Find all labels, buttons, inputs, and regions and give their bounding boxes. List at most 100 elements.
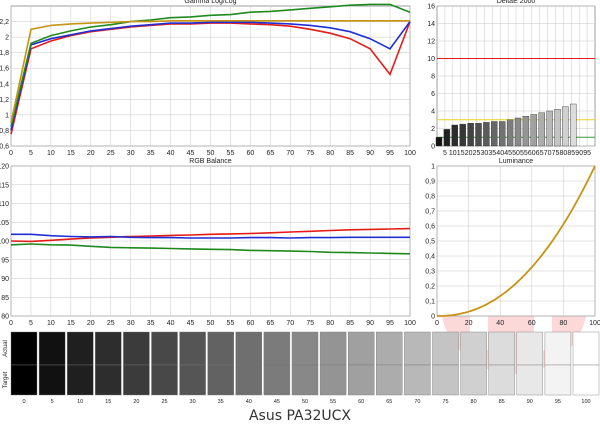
deltae-bar	[546, 110, 553, 147]
y-tick-label: 110	[0, 201, 9, 208]
x-tick-label: 20	[465, 320, 473, 327]
x-tick-label: 5	[29, 150, 33, 157]
step-label: 75	[442, 399, 448, 405]
x-tick-label: 0	[9, 150, 13, 157]
x-tick-label: 25	[107, 320, 115, 327]
y-tick-label: 2,2	[0, 19, 9, 26]
swatch-target	[10, 364, 38, 396]
y-tick-label: 1	[431, 164, 435, 171]
series-line-green	[10, 3, 411, 127]
y-tick-label: 0,3	[425, 269, 435, 276]
step-label: 20	[133, 399, 139, 405]
footer-title: Asus PA32UCX	[249, 408, 351, 424]
y-tick-label: 2	[431, 126, 435, 133]
x-tick-label: 100	[404, 150, 416, 157]
x-tick-label: 20	[87, 320, 95, 327]
y-tick-label: 0,1	[425, 299, 435, 306]
step-label: 25	[161, 399, 167, 405]
x-tick-label: 40	[496, 150, 504, 157]
deltae-bar	[475, 123, 482, 147]
swatch-target	[404, 364, 431, 396]
deltae-bar	[443, 129, 451, 147]
series-line-blue	[11, 233, 410, 239]
chart-title: DeltaE 2000	[497, 0, 536, 5]
x-tick-label: 15	[67, 320, 75, 327]
luminance-curve	[437, 165, 596, 317]
y-tick-label: 6	[431, 91, 435, 98]
swatch-actual	[38, 331, 66, 366]
x-tick-label: 80	[326, 150, 334, 157]
swatch-target	[516, 364, 543, 396]
swatch-target	[179, 364, 206, 396]
step-label: 85	[499, 399, 505, 405]
series-line-blue	[10, 21, 411, 131]
x-tick-label: 55	[227, 150, 235, 157]
deltae-bar	[506, 119, 514, 147]
step-label: 0	[22, 399, 25, 405]
x-tick-label: 0	[9, 320, 13, 327]
step-label: 10	[77, 399, 83, 405]
swatch-actual	[10, 331, 38, 366]
y-tick-label: 2	[5, 35, 9, 42]
x-tick-label: 45	[187, 320, 195, 327]
x-tick-label: 20	[465, 150, 473, 157]
y-tick-label: 95	[1, 257, 9, 264]
deltae-bar	[459, 123, 466, 147]
series-line-gold	[10, 19, 410, 123]
y-tick-label: 0,8	[0, 128, 9, 135]
x-tick-label: 10	[449, 150, 457, 157]
step-label: 30	[190, 399, 196, 405]
deltae-bar	[483, 122, 490, 147]
x-tick-label: 70	[544, 150, 552, 157]
x-tick-label: 35	[147, 150, 155, 157]
deltae-bar	[451, 124, 459, 147]
y-tick-label: 16	[427, 4, 435, 11]
step-label: 65	[386, 399, 392, 405]
x-tick-label: 90	[366, 320, 374, 327]
step-label: 50	[302, 399, 308, 405]
deltae-bar	[538, 112, 545, 147]
swatch-target	[376, 364, 403, 396]
swatch-actual	[207, 331, 234, 366]
swatch-target	[460, 364, 487, 396]
x-tick-label: 5	[443, 150, 447, 157]
chart-luminance: 0 20 40 60 80 100 0 0,1 0,2 0,3 0,4 0,5 0,6 0,7 0,8 0,9…	[425, 158, 600, 327]
x-tick-label: 30	[481, 150, 489, 157]
y-tick-label: 120	[0, 164, 9, 171]
chart-gamma: 0 5 10 15 20 25 30 35 40 45 50 55 60 65 70 75 80 85 90 95 10…	[0, 0, 416, 157]
y-tick-label: 1,8	[0, 50, 9, 57]
grayscale-strip: Actual Target 0 5 10 15 20 25 30 35 40 45 50 55 60 65 70…	[3, 331, 600, 405]
x-tick-label: 85	[567, 150, 575, 157]
swatch-target	[95, 364, 122, 396]
row-label-target: Target	[3, 371, 9, 388]
x-tick-label: 40	[167, 320, 175, 327]
chart-deltae: 5 10 15 20 25 30 35 40 45 50 55 60 65 70 75 80 85 90 95024…	[427, 0, 596, 157]
deltae-bar	[554, 109, 561, 147]
step-label: 60	[358, 399, 364, 405]
y-tick-label: 115	[0, 182, 9, 189]
deltae-bar	[530, 114, 538, 147]
swatch-target	[544, 364, 572, 396]
y-tick-label: 1,4	[0, 81, 9, 88]
swatch-actual	[151, 331, 178, 366]
chart-title: Luminance	[499, 158, 533, 165]
deltae-bar	[562, 106, 569, 147]
deltae-bar	[498, 121, 506, 147]
row-label-actual: Actual	[3, 340, 9, 357]
deltae-bar	[491, 121, 498, 147]
series-line-red	[10, 227, 411, 243]
chart-title: Gamma Log/Log	[184, 0, 236, 5]
y-tick-label: 0,6	[425, 224, 435, 231]
swatch-target	[432, 364, 459, 396]
swatch-actual	[123, 331, 150, 366]
y-tick-label: 100	[0, 239, 9, 246]
y-tick-label: 0,5	[425, 239, 435, 246]
x-tick-label: 80	[560, 320, 568, 327]
x-tick-label: 15	[457, 150, 465, 157]
y-tick-label: 85	[1, 295, 9, 302]
x-tick-label: 65	[266, 320, 274, 327]
deltae-bar	[570, 103, 577, 147]
y-tick-label: 1	[5, 112, 9, 119]
x-tick-label: 50	[207, 320, 215, 327]
x-tick-label: 90	[575, 150, 583, 157]
